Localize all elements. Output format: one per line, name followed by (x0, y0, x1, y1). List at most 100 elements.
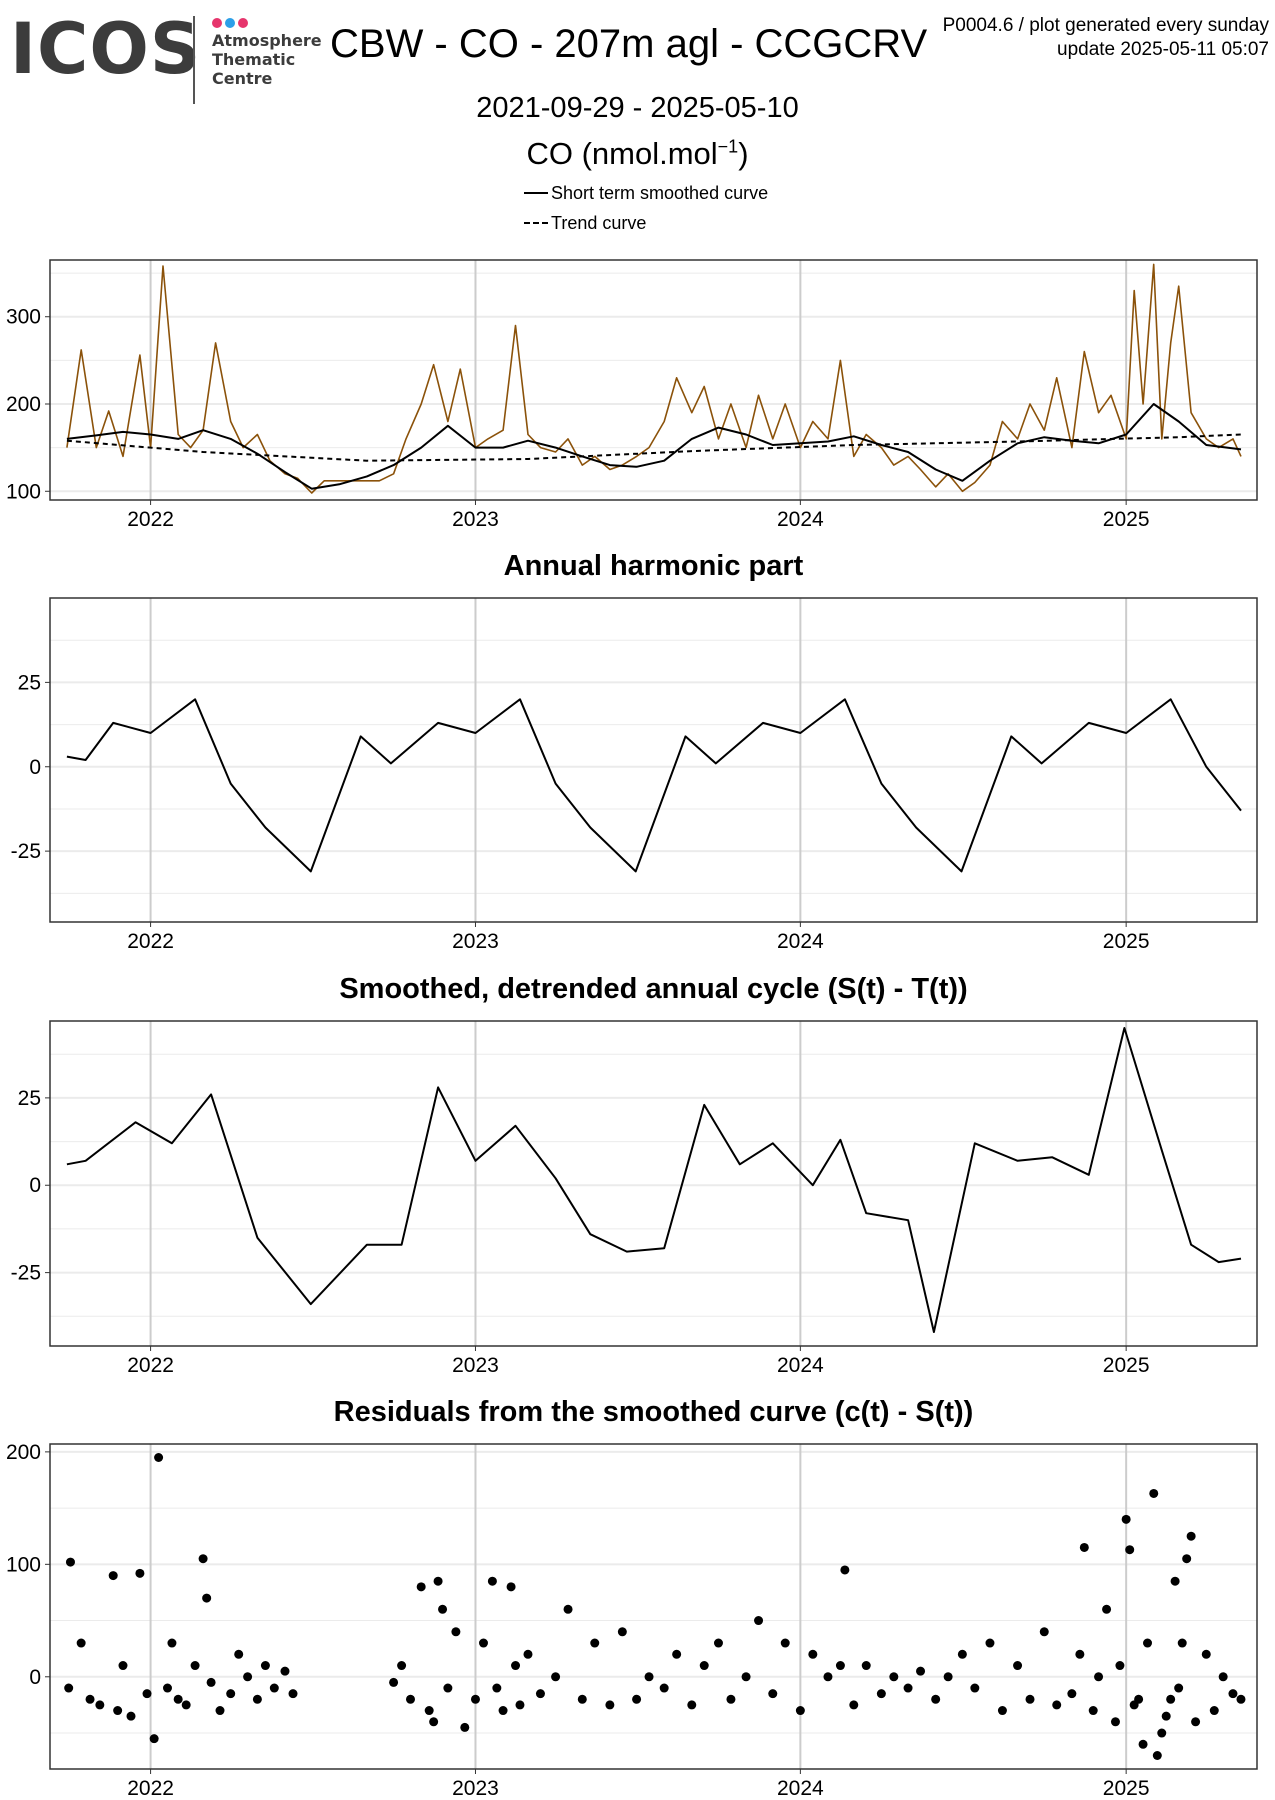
data-point (173, 1694, 183, 1704)
panel-border (49, 1443, 1258, 1770)
x-tick-label: 2025 (1103, 1777, 1150, 1800)
data-point (234, 1649, 244, 1659)
x-tick-label: 2025 (1103, 508, 1150, 531)
data-point (687, 1700, 697, 1710)
data-point (672, 1649, 682, 1659)
meta-update: update 2025-05-11 05:07 (1057, 39, 1269, 60)
data-point (577, 1694, 587, 1704)
chart-title: Annual harmonic part (504, 550, 804, 582)
data-point (424, 1706, 434, 1716)
data-point (659, 1683, 669, 1693)
chart-panel-2: Annual harmonic part -25 0 25 2022 2023 2024 20… (11, 550, 1258, 953)
logo-dot-1 (225, 18, 235, 28)
data-point (108, 1571, 118, 1581)
data-point (1025, 1694, 1035, 1704)
chart-title: Residuals from the smoothed curve (c(t) … (334, 1396, 974, 1428)
data-point (1143, 1638, 1153, 1648)
data-point (931, 1694, 941, 1704)
y-tick-label: 0 (29, 1666, 41, 1689)
series-observations (66, 263, 1242, 494)
data-point (1149, 1488, 1159, 1498)
data-point (876, 1689, 886, 1699)
unit-base: CO (nmol.mol (526, 136, 718, 171)
y-tick-label: 100 (6, 1553, 41, 1576)
data-point (198, 1554, 208, 1564)
x-tick-label: 2024 (777, 1354, 824, 1377)
data-point (605, 1700, 615, 1710)
data-point (95, 1700, 105, 1710)
data-point (1174, 1683, 1184, 1693)
data-point (1039, 1627, 1049, 1637)
y-tick-label: 25 (18, 671, 41, 694)
chart-panel-4: Residuals from the smoothed curve (c(t) … (6, 1396, 1258, 1800)
logo-subtitle-line-1: Atmosphere (212, 31, 322, 50)
data-point (1079, 1542, 1089, 1552)
data-point (226, 1689, 236, 1699)
data-point (1228, 1689, 1238, 1699)
data-point (1138, 1739, 1148, 1749)
legend-label-trend: Trend curve (551, 212, 647, 233)
x-tick-label: 2023 (452, 1777, 499, 1800)
y-tick-label: 200 (6, 393, 41, 416)
x-tick-label: 2025 (1103, 1354, 1150, 1377)
logo-subtitle-line-3: Centre (212, 69, 273, 88)
data-point (113, 1706, 123, 1716)
x-tick-label: 2024 (777, 930, 824, 953)
data-point (1067, 1689, 1077, 1699)
data-point (1166, 1694, 1176, 1704)
data-point (154, 1452, 164, 1462)
data-point (644, 1672, 654, 1682)
data-point (1102, 1604, 1112, 1614)
logo-dot-2 (238, 18, 248, 28)
data-point (515, 1700, 525, 1710)
data-point (1115, 1661, 1125, 1671)
data-point (590, 1638, 600, 1648)
data-point (861, 1661, 871, 1671)
plot-meta: P0004.6 / plot generated every sunday up… (943, 14, 1269, 62)
data-point (243, 1672, 253, 1682)
data-point (632, 1694, 642, 1704)
x-tick-label: 2025 (1103, 930, 1150, 953)
unit-sup: −1 (717, 136, 739, 157)
data-point (1052, 1700, 1062, 1710)
data-point (1075, 1649, 1085, 1659)
data-point (149, 1734, 159, 1744)
data-point (617, 1627, 627, 1637)
data-point (478, 1638, 488, 1648)
x-tick-label: 2023 (452, 1354, 499, 1377)
data-point (215, 1706, 225, 1716)
data-point (985, 1638, 995, 1648)
data-point (85, 1694, 95, 1704)
data-point (288, 1689, 298, 1699)
data-point (563, 1604, 573, 1614)
x-tick-label: 2024 (777, 1777, 824, 1800)
legend-item-smoothed: Short term smoothed curve (524, 178, 768, 208)
data-point (135, 1568, 145, 1578)
date-range: 2021-09-29 - 2025-05-10 (476, 92, 799, 124)
data-point (726, 1694, 736, 1704)
data-point (438, 1604, 448, 1614)
data-point (142, 1689, 152, 1699)
data-point (1191, 1717, 1201, 1727)
data-point (252, 1694, 262, 1704)
y-tick-label: 100 (6, 480, 41, 503)
logo-divider (193, 16, 195, 104)
y-tick-label: 25 (18, 1087, 41, 1110)
data-point (498, 1706, 508, 1716)
data-point (835, 1661, 845, 1671)
chart-panel-3: Smoothed, detrended annual cycle (S(t) -… (11, 973, 1258, 1377)
data-point (1201, 1649, 1211, 1659)
y-tick-label: 300 (6, 306, 41, 329)
data-point (1182, 1554, 1192, 1564)
data-point (970, 1683, 980, 1693)
data-point (889, 1672, 899, 1682)
icos-logo-wordmark: ICOS (10, 8, 202, 90)
series-smoothed-curve (66, 1027, 1242, 1333)
x-tick-label: 2022 (127, 508, 174, 531)
data-point (416, 1582, 426, 1592)
data-point (1177, 1638, 1187, 1648)
data-point (511, 1661, 521, 1671)
x-tick-label: 2022 (127, 930, 174, 953)
data-point (780, 1638, 790, 1648)
data-point (1161, 1711, 1171, 1721)
